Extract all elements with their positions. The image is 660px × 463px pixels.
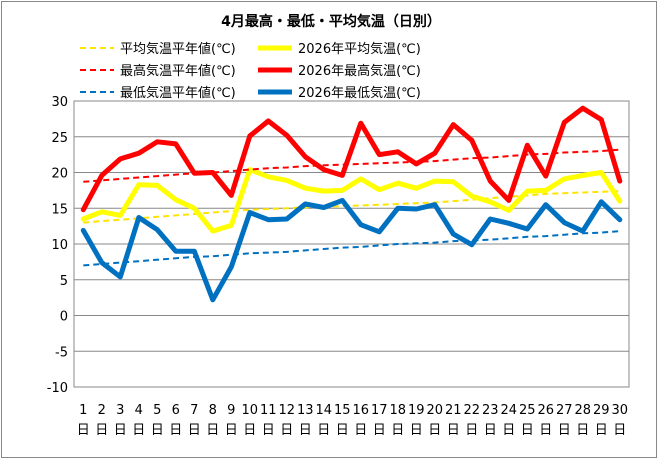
y-tick-label: 10 xyxy=(51,238,68,253)
y-tick-label: 25 xyxy=(51,131,68,146)
x-tick-suffix: 日 xyxy=(354,423,367,438)
series-group xyxy=(80,105,623,303)
x-tick-label: 29 xyxy=(593,403,610,418)
x-tick-suffix: 日 xyxy=(206,423,219,438)
x-tick-suffix: 日 xyxy=(336,423,349,438)
x-tick-suffix: 日 xyxy=(576,423,589,438)
x-tick-suffix: 日 xyxy=(391,423,404,438)
x-tick-suffix: 日 xyxy=(225,423,238,438)
series-line-3 xyxy=(80,105,623,213)
x-tick-label: 18 xyxy=(389,403,406,418)
x-tick-suffix: 日 xyxy=(428,423,441,438)
x-tick-suffix: 日 xyxy=(95,423,108,438)
x-tick-label: 12 xyxy=(278,403,295,418)
x-tick-suffix: 日 xyxy=(77,423,90,438)
legend-label-2: 最高気温平年値(℃) xyxy=(120,63,236,79)
chart-title: 4月最高・最低・平均気温（日別） xyxy=(221,13,441,30)
x-tick-label: 23 xyxy=(482,403,499,418)
x-tick-label: 1 xyxy=(79,403,87,418)
x-tick-label: 24 xyxy=(500,403,517,418)
x-tick-label: 20 xyxy=(426,403,443,418)
y-tick-label: 30 xyxy=(51,95,68,110)
x-tick-suffix: 日 xyxy=(132,423,145,438)
x-tick-suffix: 日 xyxy=(169,423,182,438)
axes: -10-50510152025301日2日3日4日5日6日7日8日9日10日11… xyxy=(47,95,628,438)
x-tick-label: 6 xyxy=(172,403,180,418)
x-tick-suffix: 日 xyxy=(484,423,497,438)
x-tick-suffix: 日 xyxy=(558,423,571,438)
x-tick-label: 25 xyxy=(519,403,536,418)
x-tick-suffix: 日 xyxy=(502,423,515,438)
y-tick-label: 5 xyxy=(60,274,68,289)
x-tick-suffix: 日 xyxy=(373,423,386,438)
legend: 平均気温平年値(℃) 2026年平均気温(℃) 最高気温平年値(℃) 2026年最高気… xyxy=(80,41,421,101)
x-tick-suffix: 日 xyxy=(262,423,275,438)
x-tick-label: 27 xyxy=(556,403,573,418)
x-tick-label: 28 xyxy=(574,403,591,418)
x-tick-label: 21 xyxy=(445,403,462,418)
legend-label-1: 2026年平均気温(℃) xyxy=(298,41,421,57)
x-tick-suffix: 日 xyxy=(243,423,256,438)
x-tick-label: 17 xyxy=(371,403,388,418)
x-tick-suffix: 日 xyxy=(521,423,534,438)
x-tick-label: 8 xyxy=(209,403,217,418)
x-tick-label: 2 xyxy=(98,403,106,418)
series-line-0 xyxy=(83,190,620,224)
legend-label-3: 2026年最高気温(℃) xyxy=(298,63,421,79)
x-tick-label: 30 xyxy=(611,403,628,418)
x-tick-label: 14 xyxy=(315,403,332,418)
x-tick-suffix: 日 xyxy=(595,423,608,438)
x-tick-label: 13 xyxy=(297,403,314,418)
x-tick-suffix: 日 xyxy=(280,423,293,438)
x-tick-label: 15 xyxy=(334,403,351,418)
x-tick-label: 11 xyxy=(260,403,277,418)
y-tick-label: 20 xyxy=(51,167,68,182)
y-tick-label: -10 xyxy=(47,381,68,396)
y-tick-label: 15 xyxy=(51,202,68,217)
y-tick-label: 0 xyxy=(60,310,68,325)
x-tick-label: 10 xyxy=(241,403,258,418)
legend-label-4: 最低気温平年値(℃) xyxy=(120,85,236,101)
x-tick-label: 3 xyxy=(116,403,124,418)
x-tick-suffix: 日 xyxy=(299,423,312,438)
x-tick-suffix: 日 xyxy=(151,423,164,438)
x-tick-suffix: 日 xyxy=(114,423,127,438)
x-tick-label: 4 xyxy=(135,403,143,418)
x-tick-suffix: 日 xyxy=(465,423,478,438)
x-tick-label: 22 xyxy=(463,403,480,418)
x-tick-suffix: 日 xyxy=(447,423,460,438)
x-tick-suffix: 日 xyxy=(317,423,330,438)
legend-label-0: 平均気温平年値(℃) xyxy=(120,41,236,57)
legend-label-5: 2026年最低気温(℃) xyxy=(298,85,421,101)
x-tick-label: 5 xyxy=(153,403,161,418)
series-line-1 xyxy=(80,167,623,234)
x-tick-label: 16 xyxy=(352,403,369,418)
x-tick-suffix: 日 xyxy=(539,423,552,438)
x-tick-suffix: 日 xyxy=(188,423,201,438)
x-tick-label: 19 xyxy=(408,403,425,418)
x-tick-suffix: 日 xyxy=(410,423,423,438)
x-tick-label: 26 xyxy=(537,403,554,418)
series-line-5 xyxy=(80,197,623,303)
x-tick-label: 7 xyxy=(190,403,198,418)
y-tick-label: -5 xyxy=(55,345,68,360)
x-tick-label: 9 xyxy=(227,403,235,418)
x-tick-suffix: 日 xyxy=(613,423,626,438)
